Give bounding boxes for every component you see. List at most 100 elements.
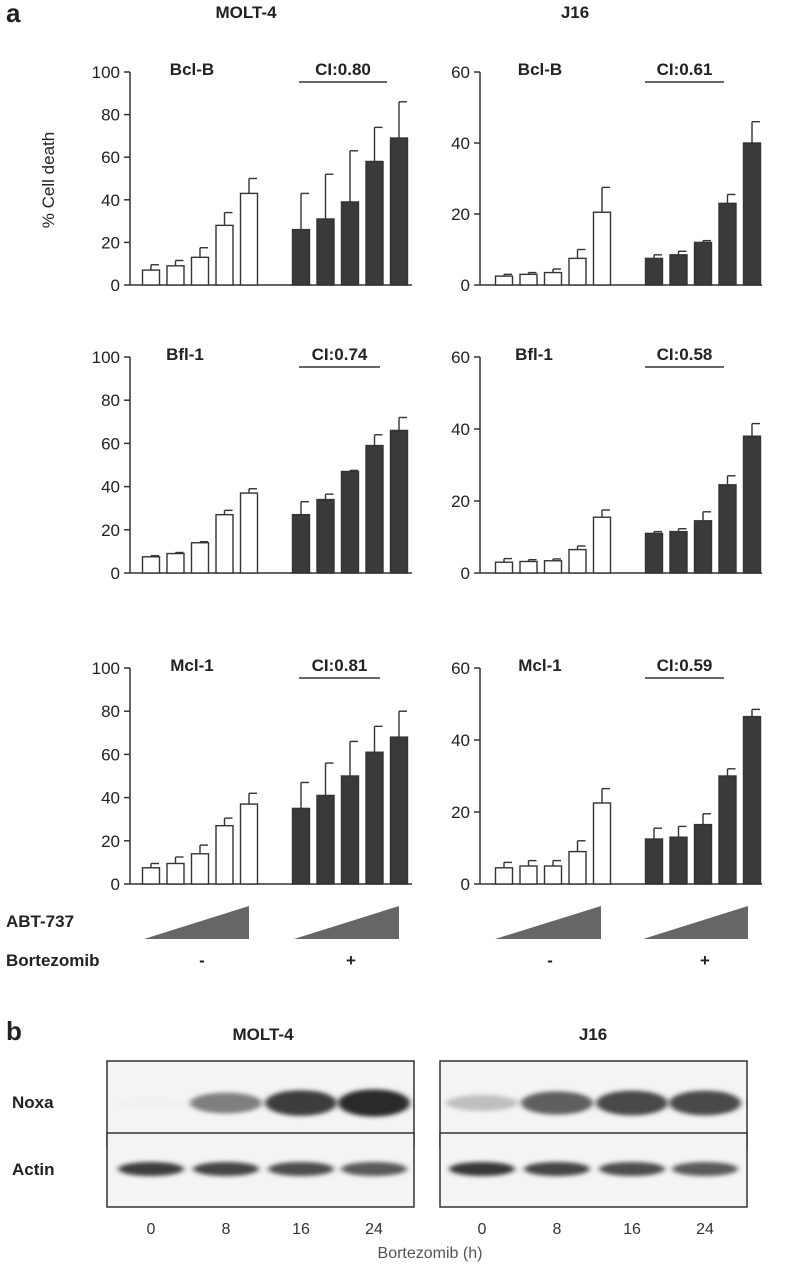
- y-tick-label: 80: [101, 106, 120, 125]
- y-tick-label: 80: [101, 702, 120, 721]
- noxa-band: [669, 1090, 741, 1116]
- chart-j16-bcl-b: 0 20 40 60 Bcl-B CI:0.61: [451, 60, 762, 295]
- bar-bortezomib-plus: [365, 444, 384, 574]
- y-tick-label: 0: [461, 564, 470, 583]
- bar-bortezomib-plus: [718, 202, 737, 286]
- bar-bortezomib-plus: [644, 257, 664, 286]
- bar-bortezomib-plus: [644, 838, 664, 885]
- bar-bortezomib-plus: [669, 530, 688, 574]
- y-tick-label: 60: [451, 63, 470, 82]
- bar-bortezomib-minus: [215, 513, 234, 574]
- bar-bortezomib-minus: [166, 265, 185, 286]
- y-tick-label: 100: [92, 659, 120, 678]
- abt-737-label: ABT-737: [6, 912, 74, 931]
- y-tick-label: 40: [101, 478, 120, 497]
- ci-label: CI:0.80: [315, 60, 371, 79]
- bar-bortezomib-plus: [389, 137, 409, 286]
- y-tick-label: 20: [451, 205, 470, 224]
- bar-bortezomib-minus: [190, 542, 210, 574]
- y-tick-label: 20: [101, 233, 120, 252]
- bar-bortezomib-plus: [365, 160, 384, 286]
- bar-bortezomib-minus: [141, 867, 161, 885]
- column-title-j16: J16: [561, 3, 589, 22]
- blot-row-label-actin: Actin: [12, 1160, 55, 1179]
- y-tick-label: 60: [101, 434, 120, 453]
- noxa-band: [596, 1090, 668, 1116]
- bar-bortezomib-minus: [239, 492, 259, 574]
- bar-bortezomib-plus: [742, 435, 762, 574]
- ci-label: CI:0.58: [657, 345, 713, 364]
- blot-row-label-noxa: Noxa: [12, 1093, 54, 1112]
- bortezomib-minus-j16: -: [547, 951, 553, 970]
- bar-bortezomib-plus: [742, 715, 762, 885]
- blot-title-j16: J16: [579, 1025, 607, 1044]
- actin-band: [341, 1162, 407, 1176]
- protein-label: Bfl-1: [515, 345, 553, 364]
- bar-bortezomib-minus: [543, 865, 563, 885]
- bar-bortezomib-minus: [166, 552, 185, 574]
- bar-bortezomib-minus: [190, 853, 210, 885]
- ci-label: CI:0.61: [657, 60, 713, 79]
- timepoint-label: 24: [696, 1221, 714, 1238]
- bar-bortezomib-minus: [592, 211, 612, 286]
- western-blot: [106, 1060, 748, 1208]
- bar-bortezomib-minus: [141, 556, 161, 574]
- timepoint-label: 16: [292, 1221, 310, 1238]
- timepoint-label: 0: [478, 1221, 487, 1238]
- y-tick-label: 60: [101, 148, 120, 167]
- bortezomib-minus-molt4: -: [199, 951, 205, 970]
- bar-bortezomib-plus: [340, 201, 360, 286]
- y-tick-label: 0: [111, 564, 120, 583]
- y-tick-label: 100: [92, 63, 120, 82]
- protein-label: Mcl-1: [518, 656, 561, 675]
- protein-label: Bcl-B: [518, 60, 562, 79]
- bar-bortezomib-plus: [365, 751, 384, 885]
- abt-gradient-wedge-j16-minus: [495, 906, 601, 939]
- y-tick-label: 40: [451, 420, 470, 439]
- actin-band: [672, 1162, 738, 1176]
- bar-bortezomib-minus: [519, 865, 538, 885]
- bar-bortezomib-minus: [543, 560, 563, 574]
- actin-band: [449, 1162, 515, 1176]
- actin-band: [193, 1162, 259, 1176]
- actin-band: [599, 1162, 665, 1176]
- y-tick-label: 40: [451, 134, 470, 153]
- timepoint-label: 8: [553, 1221, 562, 1238]
- bar-bortezomib-minus: [141, 269, 161, 286]
- bar-bortezomib-minus: [494, 867, 514, 885]
- y-tick-label: 40: [101, 789, 120, 808]
- ci-label: CI:0.74: [312, 345, 368, 364]
- bar-bortezomib-minus: [568, 257, 587, 286]
- bar-bortezomib-plus: [718, 484, 737, 574]
- bar-bortezomib-plus: [669, 836, 688, 885]
- bar-bortezomib-plus: [316, 218, 335, 286]
- y-tick-label: 0: [461, 875, 470, 894]
- protein-label: Mcl-1: [170, 656, 213, 675]
- bar-bortezomib-plus: [389, 429, 409, 574]
- y-tick-label: 40: [451, 731, 470, 750]
- bar-bortezomib-plus: [693, 823, 713, 885]
- y-tick-label: 80: [101, 391, 120, 410]
- y-tick-label: 100: [92, 348, 120, 367]
- y-tick-label: 20: [451, 803, 470, 822]
- timepoint-label: 8: [222, 1221, 231, 1238]
- bar-bortezomib-minus: [543, 271, 563, 286]
- chart-j16-mcl-1: 0 20 40 60 Mcl-1 CI:0.59: [451, 656, 762, 894]
- protein-label: Bcl-B: [170, 60, 214, 79]
- bar-bortezomib-minus: [592, 802, 612, 885]
- bar-bortezomib-plus: [291, 513, 311, 574]
- bar-bortezomib-minus: [519, 560, 538, 574]
- bar-bortezomib-plus: [340, 775, 360, 885]
- y-tick-label: 0: [461, 276, 470, 295]
- actin-band: [524, 1162, 590, 1176]
- chart-molt4-bcl-b: 0 20 40 60 80 100 Bcl-B CI:0.80: [92, 60, 412, 295]
- timepoint-label: 16: [623, 1221, 641, 1238]
- bar-bortezomib-plus: [291, 228, 311, 286]
- bar-bortezomib-minus: [519, 273, 538, 286]
- chart-molt4-bfl-1: 0 20 40 60 80 100 Bfl-1 CI:0.74: [92, 345, 412, 583]
- y-tick-label: 40: [101, 191, 120, 210]
- timepoint-label: 0: [147, 1221, 156, 1238]
- noxa-band: [115, 1096, 187, 1110]
- bortezomib-label: Bortezomib: [6, 951, 100, 970]
